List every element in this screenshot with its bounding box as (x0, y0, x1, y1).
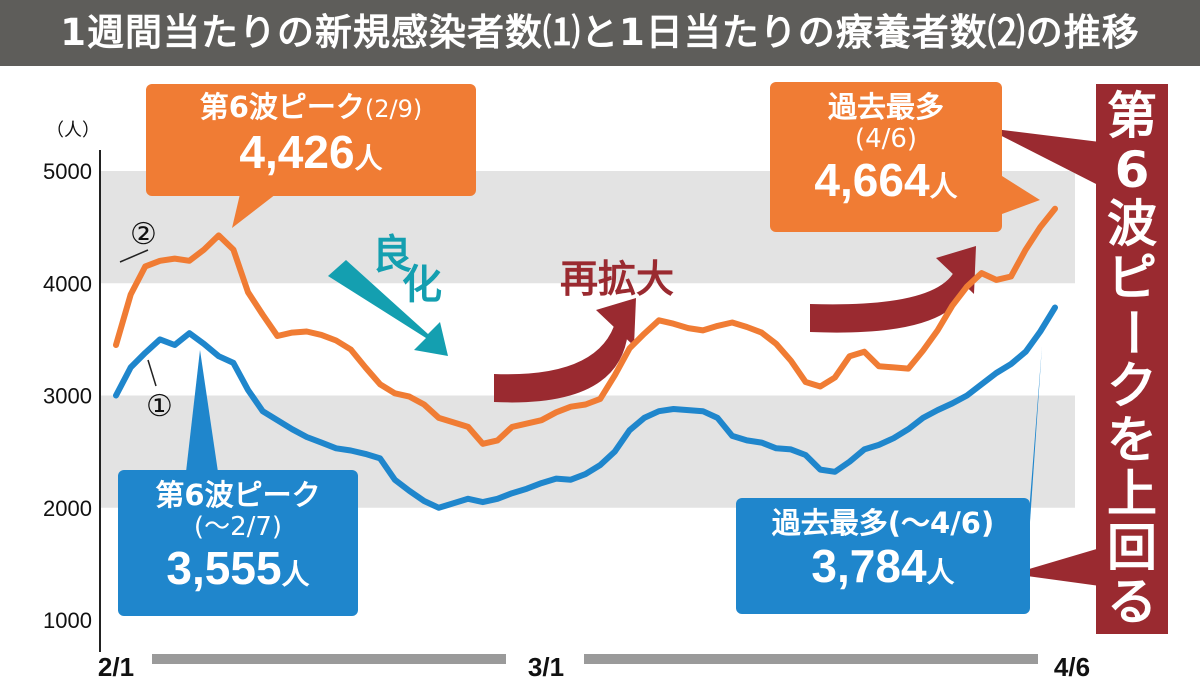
blue-max-pointer (1030, 346, 1042, 522)
orange-label-leader (119, 249, 149, 263)
rebound-label: 再拡大 (560, 257, 674, 301)
improve-char-2: 化 (402, 262, 442, 308)
orange-max-pointer (1002, 176, 1040, 214)
blue-peak-title: 第6波ピーク (155, 478, 321, 512)
y-tick-label: 2000 (43, 496, 92, 521)
blue-peak-value: 3,555 (166, 542, 282, 594)
banner-char: 上 (1107, 465, 1157, 523)
orange-max-title: 過去最多 (827, 90, 944, 124)
y-tick-label: 4000 (43, 271, 92, 296)
blue-max-callout: 過去最多(～4/6) 3,784人 (736, 498, 1030, 614)
banner-char: る (1107, 573, 1157, 631)
improve-char-1: 良 (372, 232, 412, 278)
rebound-arrow-1 (494, 298, 636, 403)
y-unit-label: （人） (46, 120, 100, 141)
trend-arrows: 良化 再拡大 (328, 232, 976, 403)
orange-peak-title: 第6波ピーク (199, 90, 365, 124)
series-lines (113, 205, 1058, 511)
series-labels: ②① (119, 217, 173, 424)
banner-char: 回 (1107, 519, 1157, 577)
x-tick-label: 2/1 (98, 652, 134, 682)
banner-char: ー (1103, 307, 1161, 357)
banner-char: ク (1107, 357, 1157, 415)
banner-char: 6 (1114, 141, 1150, 199)
banner-pointer-bottom (1012, 548, 1100, 586)
chart-title: 1週間当たりの新規感染者数⑴と1日当たりの療養者数⑵の推移 (60, 11, 1140, 54)
x-tick-label: 3/1 (528, 652, 564, 682)
series-label-orange: ② (130, 217, 157, 252)
blue-max-value: 3,784 (811, 540, 927, 592)
orange-peak-callout: 第6波ピーク(2/9) 4,426人 (146, 84, 476, 196)
series-line-orange (113, 205, 1058, 447)
banner-char: を (1107, 411, 1157, 469)
banner-pointer-top (986, 128, 1100, 186)
x-axis: 2/1 3/1 4/6 (98, 652, 1090, 682)
orange-peak-pointer (232, 194, 276, 228)
orange-max-date: (4/6) (854, 124, 918, 154)
banner-char: ピ (1107, 249, 1157, 307)
series-line-blue (113, 304, 1058, 511)
y-tick-label: 1000 (43, 608, 92, 633)
blue-max-title: 過去最多(～4/6) (771, 506, 995, 540)
blue-peak-unit: 人 (281, 558, 310, 591)
orange-peak-date: (2/9) (364, 95, 423, 123)
blue-max-unit: 人 (926, 556, 955, 589)
y-tick-label: 3000 (43, 384, 92, 409)
banner-char: 波 (1107, 195, 1157, 253)
improve-arrow (328, 260, 448, 356)
orange-peak-unit: 人 (354, 142, 383, 175)
x-range-bar-mar (584, 654, 1038, 664)
blue-label-leader (147, 359, 157, 387)
blue-peak-pointer (186, 350, 218, 472)
banner-char: 第 (1107, 87, 1157, 145)
blue-peak-date: (～2/7) (193, 512, 283, 542)
x-tick-label: 4/6 (1054, 652, 1090, 682)
orange-peak-value: 4,426 (239, 126, 355, 178)
blue-peak-callout: 第6波ピーク (～2/7) 3,555人 (118, 470, 358, 616)
orange-max-value: 4,664 (814, 154, 930, 206)
orange-max-callout: 過去最多 (4/6) 4,664人 (770, 82, 1002, 232)
y-axis: 1000 2000 3000 4000 5000 （人） (43, 120, 101, 652)
y-tick-label: 5000 (43, 159, 92, 184)
orange-max-unit: 人 (929, 170, 958, 203)
series-label-blue: ① (146, 389, 173, 424)
rebound-arrow-2 (810, 246, 976, 333)
title-bar: 1週間当たりの新規感染者数⑴と1日当たりの療養者数⑵の推移 (0, 0, 1200, 66)
callout-pointers (186, 128, 1100, 586)
x-range-bar-feb (152, 654, 506, 664)
